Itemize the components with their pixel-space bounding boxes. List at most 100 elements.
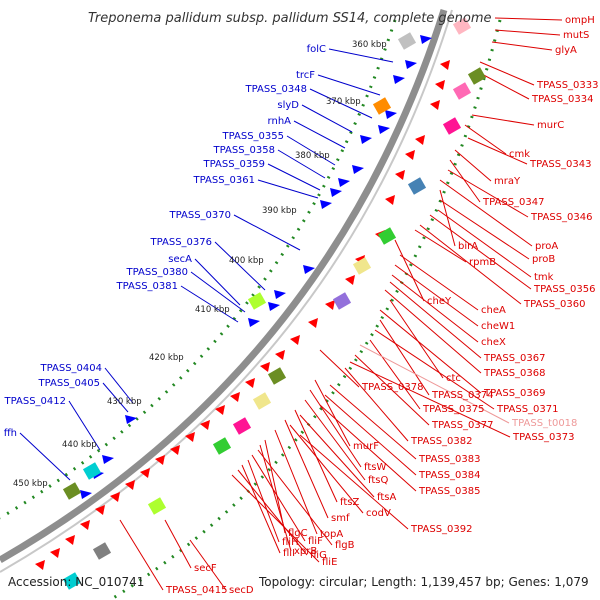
- leader-line: [180, 285, 239, 323]
- reverse-gene-label: mutS: [563, 30, 589, 41]
- forward-gene-arrow: [420, 35, 432, 44]
- leader-line: [324, 394, 417, 476]
- forward-strand-labels: folC trcF TPASS_0348 slyD rnhA TPASS_0355 TPAS…: [4, 44, 326, 439]
- gene-annotation-block: [247, 292, 267, 310]
- leader-line: [447, 169, 529, 218]
- gene-features: [35, 17, 487, 590]
- reverse-gene-label: flgB: [335, 540, 355, 551]
- leader-line: [119, 519, 164, 591]
- leader-line: [233, 214, 301, 251]
- leader-line: [104, 367, 134, 404]
- gene-annotation-block: [442, 117, 462, 135]
- reverse-gene-arrow: [170, 445, 180, 455]
- leader-line: [384, 289, 482, 374]
- reverse-gene-label: ftsW: [364, 462, 386, 473]
- reverse-gene-arrow: [308, 318, 318, 328]
- forward-gene-label: TPASS_0359: [203, 159, 265, 170]
- reverse-gene-label: proA: [535, 241, 558, 252]
- leader-line: [479, 61, 535, 86]
- leader-line: [190, 271, 246, 313]
- reverse-gene-label: TPASS_0334: [531, 94, 593, 105]
- reverse-gene-label: xprB: [294, 546, 317, 557]
- reverse-gene-arrow: [35, 560, 45, 570]
- reverse-gene-label: fliH: [282, 537, 299, 548]
- forward-gene-label: TPASS_0348: [245, 84, 307, 95]
- forward-gene-arrow: [303, 265, 315, 274]
- gene-annotation-block: [62, 572, 82, 590]
- leader-line: [314, 379, 351, 447]
- forward-gene-arrow: [125, 415, 137, 424]
- reverse-gene-label: TPASS_t0018: [511, 418, 577, 429]
- reverse-gene-arrow: [440, 60, 450, 70]
- kbp-tick-label: 360 kbp: [352, 40, 387, 50]
- leader-line: [349, 361, 511, 438]
- accession-label: Accession: NC_010741: [8, 575, 144, 589]
- reverse-gene-arrow: [185, 432, 195, 442]
- forward-gene-arrow: [352, 165, 364, 174]
- reverse-gene-label: cmk: [509, 149, 530, 160]
- reverse-gene-arrow: [140, 468, 150, 478]
- forward-gene-arrow: [405, 60, 417, 69]
- leader-line: [164, 519, 192, 569]
- forward-gene-arrow: [248, 318, 260, 327]
- forward-gene-label: TPASS_0370: [169, 210, 231, 221]
- reverse-gene-label: proB: [532, 254, 555, 265]
- label-leader-lines: [19, 17, 563, 591]
- reverse-gene-label: TPASS_0367: [483, 353, 545, 364]
- gene-annotation-block: [267, 367, 287, 385]
- reverse-gene-label: codV: [366, 508, 391, 519]
- reverse-gene-label: TPASS_0347: [482, 197, 544, 208]
- forward-gene-label: TPASS_0412: [4, 396, 66, 407]
- leader-line: [449, 159, 481, 203]
- reverse-gene-label: flgC: [288, 528, 308, 539]
- leader-line: [439, 189, 456, 247]
- leader-line: [257, 179, 319, 199]
- reverse-gene-arrow: [215, 405, 225, 415]
- forward-gene-arrow: [393, 75, 405, 84]
- forward-gene-label: TPASS_0361: [193, 175, 255, 186]
- leader-line: [259, 444, 292, 552]
- reverse-gene-label: TPASS_0384: [418, 470, 480, 481]
- kbp-tick-label: 450 kbp: [13, 479, 48, 489]
- reverse-gene-label: glyA: [555, 45, 577, 56]
- gene-annotation-block: [232, 417, 252, 435]
- reverse-gene-label: TPASS_0343: [529, 159, 591, 170]
- leader-line: [394, 264, 479, 327]
- reverse-gene-label: murC: [537, 120, 564, 131]
- leader-line: [102, 382, 129, 413]
- forward-gene-arrow: [102, 455, 114, 464]
- leader-line: [494, 29, 561, 36]
- reverse-gene-label: mraY: [494, 176, 521, 187]
- forward-gene-label: TPASS_0381: [116, 281, 178, 292]
- kbp-tick-label: 380 kbp: [295, 151, 330, 161]
- reverse-gene-label: topA: [320, 529, 343, 540]
- leader-line: [251, 454, 306, 542]
- reverse-gene-label: cheW1: [481, 321, 515, 332]
- kbp-tick-label: 410 kbp: [195, 305, 230, 315]
- leader-line: [286, 135, 336, 166]
- reverse-gene-label: ctc: [446, 373, 461, 384]
- leader-line: [344, 367, 409, 442]
- genome-backbone: [0, 8, 448, 564]
- leader-line: [214, 241, 266, 291]
- leader-line: [389, 299, 444, 379]
- leader-line: [394, 239, 425, 302]
- reverse-gene-label: TPASS_0385: [418, 486, 480, 497]
- forward-gene-label: slyD: [277, 100, 299, 111]
- forward-gene-label: TPASS_0404: [40, 363, 102, 374]
- forward-gene-label: TPASS_0376: [150, 237, 212, 248]
- leader-line: [231, 474, 320, 563]
- gene-annotation-block: [407, 177, 427, 195]
- topology-label: Topology: circular; Length: 1,139,457 bp…: [258, 575, 589, 589]
- reverse-gene-arrow: [200, 420, 210, 430]
- reverse-gene-label: TPASS_0415: [165, 585, 227, 596]
- forward-gene-label: ffh: [4, 428, 17, 439]
- reverse-gene-label: TPASS_0382: [410, 436, 472, 447]
- forward-gene-label: folC: [307, 44, 326, 55]
- reverse-gene-arrow: [435, 80, 445, 90]
- leader-line: [194, 258, 241, 306]
- reverse-gene-label: TPASS_0374: [431, 390, 493, 401]
- leader-line: [359, 344, 510, 424]
- reverse-gene-arrow: [395, 170, 405, 180]
- forward-gene-label: trcF: [296, 70, 315, 81]
